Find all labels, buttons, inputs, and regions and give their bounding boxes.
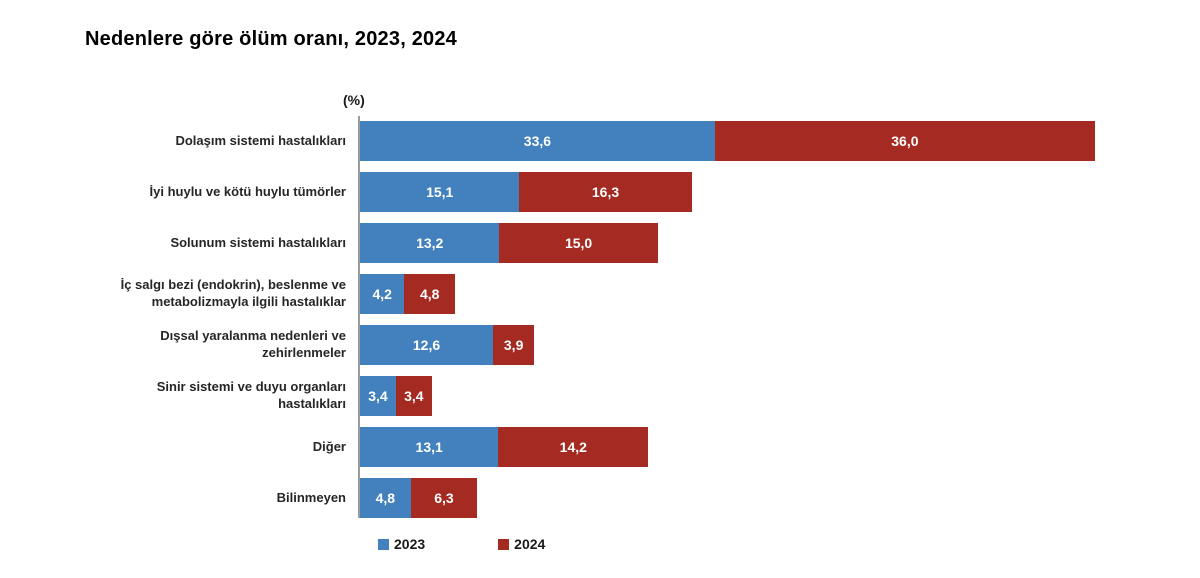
bar-segment-2023: 15,1 [360,172,520,212]
bar-segment-2023: 4,2 [360,274,405,314]
category-label: Dışsal yaralanma nedenleri ve zehirlenme… [160,328,346,360]
bar-segment-2023: 33,6 [360,121,715,161]
category-label: Sinir sistemi ve duyu organları hastalık… [156,379,346,411]
category-label: Bilinmeyen [276,489,346,505]
category-label: İç salgı bezi (endokrin), beslenme ve me… [120,277,346,309]
legend-label-2024: 2024 [514,536,546,552]
bar-segment-2024: 16,3 [519,172,692,212]
bar-group: 4,8 6,3 [360,478,478,518]
legend: 2023 2024 [378,536,545,552]
category-label: Diğer [312,438,346,454]
chart-row: Dışsal yaralanma nedenleri ve zehirlenme… [0,325,1140,376]
bar-segment-2024: 15,0 [499,223,658,263]
y-axis-line [358,116,360,518]
category-label: Dolaşım sistemi hastalıkları [175,132,346,148]
chart-row: Sinir sistemi ve duyu organları hastalık… [0,376,1140,427]
chart-row: İç salgı bezi (endokrin), beslenme ve me… [0,274,1140,325]
legend-swatch-2024 [498,538,510,550]
bar-group: 33,6 36,0 [360,121,1095,161]
chart-rows: Dolaşım sistemi hastalıkları 33,6 36,0 İyi … [0,121,1140,529]
bar-segment-2024: 3,4 [395,376,432,416]
bar-segment-2023: 13,1 [360,427,499,467]
chart-row: Diğer 13,1 14,2 [0,427,1140,478]
bar-segment-2024: 36,0 [714,121,1095,161]
bar-segment-2024: 14,2 [498,427,649,467]
legend-label-2023: 2023 [394,536,426,552]
chart-row: Solunum sistemi hastalıkları 13,2 15,0 [0,223,1140,274]
bar-segment-2023: 12,6 [360,325,494,365]
category-label: İyi huylu ve kötü huylu tümörler [149,183,346,199]
chart-title: Nedenlere göre ölüm oranı, 2023, 2024 [85,28,457,50]
bar-group: 13,1 14,2 [360,427,649,467]
bar-segment-2023: 3,4 [360,376,396,416]
bar-group: 13,2 15,0 [360,223,658,263]
legend-swatch-2023 [378,538,389,550]
bar-group: 3,4 3,4 [360,376,432,416]
unit-label: (%) [343,92,365,108]
bar-group: 4,2 4,8 [360,274,456,314]
bar-group: 12,6 3,9 [360,325,535,365]
bar-group: 15,1 16,3 [360,172,692,212]
bar-segment-2024: 6,3 [410,478,478,518]
bar-segment-2024: 4,8 [404,274,456,314]
chart-row: Dolaşım sistemi hastalıkları 33,6 36,0 [0,121,1140,172]
chart-row: Bilinmeyen 4,8 6,3 [0,478,1140,529]
legend-item-2023: 2023 [378,536,425,552]
category-label: Solunum sistemi hastalıkları [170,234,346,250]
bar-segment-2023: 13,2 [360,223,500,263]
chart-row: İyi huylu ve kötü huylu tümörler 15,1 16,3 [0,172,1140,223]
legend-item-2024: 2024 [498,536,545,552]
bar-segment-2024: 3,9 [493,325,535,365]
bar-segment-2023: 4,8 [360,478,411,518]
